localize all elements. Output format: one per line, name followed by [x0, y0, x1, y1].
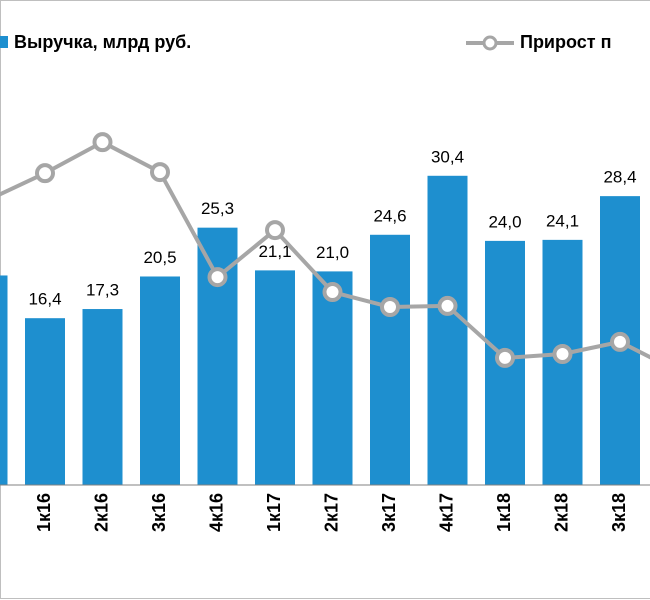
value-label: 16,4 — [28, 290, 61, 309]
legend-label: Выручка, млрд руб. — [14, 32, 191, 52]
x-tick-label: 2к16 — [91, 493, 111, 532]
legend-swatch — [0, 36, 8, 48]
bar — [140, 276, 180, 485]
x-tick-label: 2к17 — [321, 493, 341, 532]
value-label: 24,6 — [373, 206, 406, 225]
value-label: 24,1 — [546, 211, 579, 230]
value-label: 30,4 — [431, 147, 464, 166]
x-tick-label: 2к18 — [551, 493, 571, 532]
bar — [82, 309, 123, 485]
value-label: 20,5 — [143, 248, 176, 267]
value-label: 21,1 — [258, 242, 291, 261]
line-marker — [150, 162, 170, 183]
bar — [255, 270, 295, 485]
value-label: 28,4 — [603, 168, 636, 187]
bar — [427, 175, 468, 485]
x-tick-label: 4к17 — [436, 493, 456, 532]
line-marker — [610, 331, 630, 352]
legend-marker — [482, 35, 498, 51]
value-label: 25,3 — [201, 199, 234, 218]
line-marker — [552, 343, 573, 364]
legend-label: Прирост п — [520, 32, 611, 52]
x-tick-label: 1к18 — [494, 493, 514, 532]
line-marker — [322, 282, 343, 303]
bar — [0, 275, 8, 485]
bar — [370, 234, 410, 485]
x-tick-label: 3к18 — [609, 493, 629, 532]
x-tick-label: 1к16 — [34, 493, 54, 532]
line-marker — [380, 297, 400, 317]
x-tick-label: 3к16 — [149, 493, 169, 532]
x-tick-label: 4к16 — [206, 493, 226, 532]
x-tick-label: 1к17 — [264, 493, 284, 532]
value-label: 24,0 — [488, 212, 521, 231]
line-marker — [495, 347, 515, 368]
bar — [312, 271, 353, 485]
line-marker — [265, 220, 285, 241]
line-marker — [92, 132, 113, 153]
bar — [25, 318, 65, 485]
line-marker — [437, 295, 458, 316]
value-label: 17,3 — [86, 281, 119, 300]
x-tick-label: 3к17 — [379, 493, 399, 532]
value-label: 21,0 — [316, 243, 349, 262]
line-marker — [207, 267, 228, 288]
line-marker — [35, 163, 55, 184]
